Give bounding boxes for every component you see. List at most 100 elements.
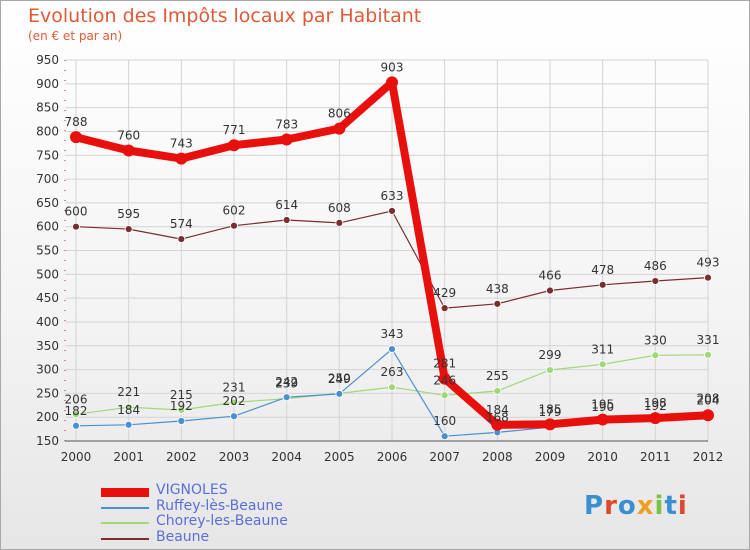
x-tick-2002: 2002 — [166, 450, 197, 464]
logo-letter: o — [617, 491, 637, 521]
y-tick-950: 950 — [36, 53, 59, 67]
logo-letter: i — [677, 491, 688, 521]
point-beaune-2001 — [124, 225, 133, 233]
point-beaune-2007 — [440, 304, 449, 313]
point-beaune-2011 — [651, 277, 660, 285]
x-tick-2009: 2009 — [535, 450, 566, 464]
data-label-vignoles-2006: 903 — [381, 60, 404, 74]
point-vignoles-2009 — [544, 418, 556, 431]
data-label-chorey-les-beaune-2008: 255 — [486, 369, 509, 383]
data-label-vignoles-2012: 204 — [697, 393, 720, 407]
data-label-ruffey-l-s-beaune-2010: 190 — [591, 400, 614, 414]
y-tick-800: 800 — [36, 124, 59, 138]
data-label-beaune-2001: 595 — [117, 207, 140, 221]
chart-title: Evolution des Impôts locaux par Habitant — [28, 5, 422, 27]
legend-label-chorey-les-beaune: Chorey-les-Beaune — [156, 513, 288, 529]
logo-letter: x — [636, 491, 655, 521]
y-tick-150: 150 — [36, 434, 59, 448]
data-label-vignoles-2001: 760 — [117, 128, 140, 142]
point-beaune-2008 — [493, 299, 502, 308]
data-label-chorey-les-beaune-2004: 239 — [275, 377, 298, 391]
data-label-chorey-les-beaune-2001: 221 — [117, 385, 140, 399]
y-tick-250: 250 — [36, 386, 59, 400]
point-beaune-2004 — [282, 216, 291, 224]
data-label-beaune-2000: 600 — [65, 205, 88, 219]
y-tick-500: 500 — [36, 267, 59, 281]
logo-letter: P — [584, 491, 605, 521]
point-ruffey-l-s-beaune-2000 — [72, 421, 80, 430]
logo-letter: t — [664, 491, 678, 521]
data-label-ruffey-l-s-beaune-2005: 249 — [328, 372, 351, 386]
data-label-beaune-2009: 466 — [539, 269, 562, 283]
y-tick-600: 600 — [36, 220, 59, 234]
data-label-chorey-les-beaune-2010: 311 — [591, 342, 614, 356]
point-chorey-les-beaune-2008 — [493, 387, 502, 395]
data-label-ruffey-l-s-beaune-2003: 202 — [223, 394, 246, 408]
legend-label-vignoles: VIGNOLES — [156, 482, 228, 498]
point-ruffey-l-s-beaune-2007 — [440, 432, 449, 441]
data-label-vignoles-2000: 788 — [65, 115, 88, 129]
point-beaune-2009 — [546, 286, 554, 295]
data-label-beaune-2011: 486 — [644, 259, 667, 273]
data-label-vignoles-2009: 185 — [539, 402, 562, 416]
x-tick-2005: 2005 — [324, 450, 355, 464]
data-label-beaune-2008: 438 — [486, 282, 509, 296]
data-label-vignoles-2005: 806 — [328, 107, 351, 121]
y-tick-550: 550 — [36, 244, 59, 258]
data-label-beaune-2002: 574 — [170, 217, 193, 231]
data-label-ruffey-l-s-beaune-2004: 242 — [275, 375, 298, 389]
data-label-beaune-2007: 429 — [433, 286, 456, 300]
data-label-ruffey-l-s-beaune-2008: 168 — [486, 410, 509, 424]
data-label-beaune-2012: 493 — [697, 256, 720, 270]
point-vignoles-2007 — [438, 372, 451, 385]
point-vignoles-2006 — [386, 76, 398, 89]
point-beaune-2005 — [335, 218, 344, 227]
point-beaune-2006 — [388, 207, 396, 215]
data-label-beaune-2006: 633 — [381, 189, 404, 203]
data-label-ruffey-l-s-beaune-2001: 184 — [117, 403, 140, 417]
point-vignoles-2001 — [122, 144, 135, 157]
point-vignoles-2004 — [280, 133, 293, 146]
data-label-vignoles-2002: 743 — [170, 137, 193, 151]
y-tick-650: 650 — [36, 196, 59, 210]
y-tick-700: 700 — [36, 172, 59, 186]
data-labels: 788 760 743 771 783 806 903 281 184 185 195 198 204 1… — [65, 60, 720, 428]
point-vignoles-2010 — [596, 413, 609, 426]
legend-swatch-vignoles — [101, 487, 149, 497]
y-tick-850: 850 — [36, 101, 59, 115]
data-label-beaune-2003: 602 — [223, 204, 246, 218]
x-tick-2000: 2000 — [61, 450, 92, 464]
data-label-chorey-les-beaune-2000: 206 — [65, 392, 88, 406]
point-ruffey-l-s-beaune-2001 — [124, 420, 133, 429]
x-tick-2006: 2006 — [377, 450, 408, 464]
point-chorey-les-beaune-2000 — [72, 410, 80, 419]
data-label-ruffey-l-s-beaune-2009: 179 — [539, 405, 562, 419]
y-tick-450: 450 — [36, 291, 59, 305]
point-beaune-2003 — [230, 221, 238, 230]
point-chorey-les-beaune-2001 — [124, 403, 133, 412]
point-vignoles-2012 — [702, 409, 714, 422]
point-beaune-2012 — [704, 273, 712, 282]
data-label-vignoles-2004: 783 — [275, 118, 298, 132]
data-label-chorey-les-beaune-2007: 246 — [433, 373, 456, 387]
point-ruffey-l-s-beaune-2003 — [230, 412, 238, 421]
x-tick-2001: 2001 — [113, 450, 144, 464]
data-label-chorey-les-beaune-2002: 215 — [170, 388, 193, 402]
point-chorey-les-beaune-2011 — [651, 351, 660, 360]
point-vignoles-2003 — [228, 139, 240, 152]
data-label-ruffey-l-s-beaune-2006: 343 — [381, 327, 404, 341]
point-vignoles-2002 — [175, 152, 188, 165]
data-label-chorey-les-beaune-2011: 330 — [644, 333, 667, 347]
legend-swatch-beaune — [101, 537, 149, 540]
legend-label-beaune: Beaune — [156, 528, 210, 545]
x-tick-2008: 2008 — [482, 450, 513, 464]
x-tick-2007: 2007 — [429, 450, 460, 464]
y-tick-200: 200 — [36, 410, 59, 424]
y-tick-400: 400 — [36, 315, 59, 329]
data-label-ruffey-l-s-beaune-2011: 192 — [644, 399, 667, 413]
proxiti-logo: Proxiti — [584, 491, 688, 521]
point-vignoles-2008 — [491, 418, 504, 431]
data-label-ruffey-l-s-beaune-2012: 208 — [697, 391, 720, 405]
